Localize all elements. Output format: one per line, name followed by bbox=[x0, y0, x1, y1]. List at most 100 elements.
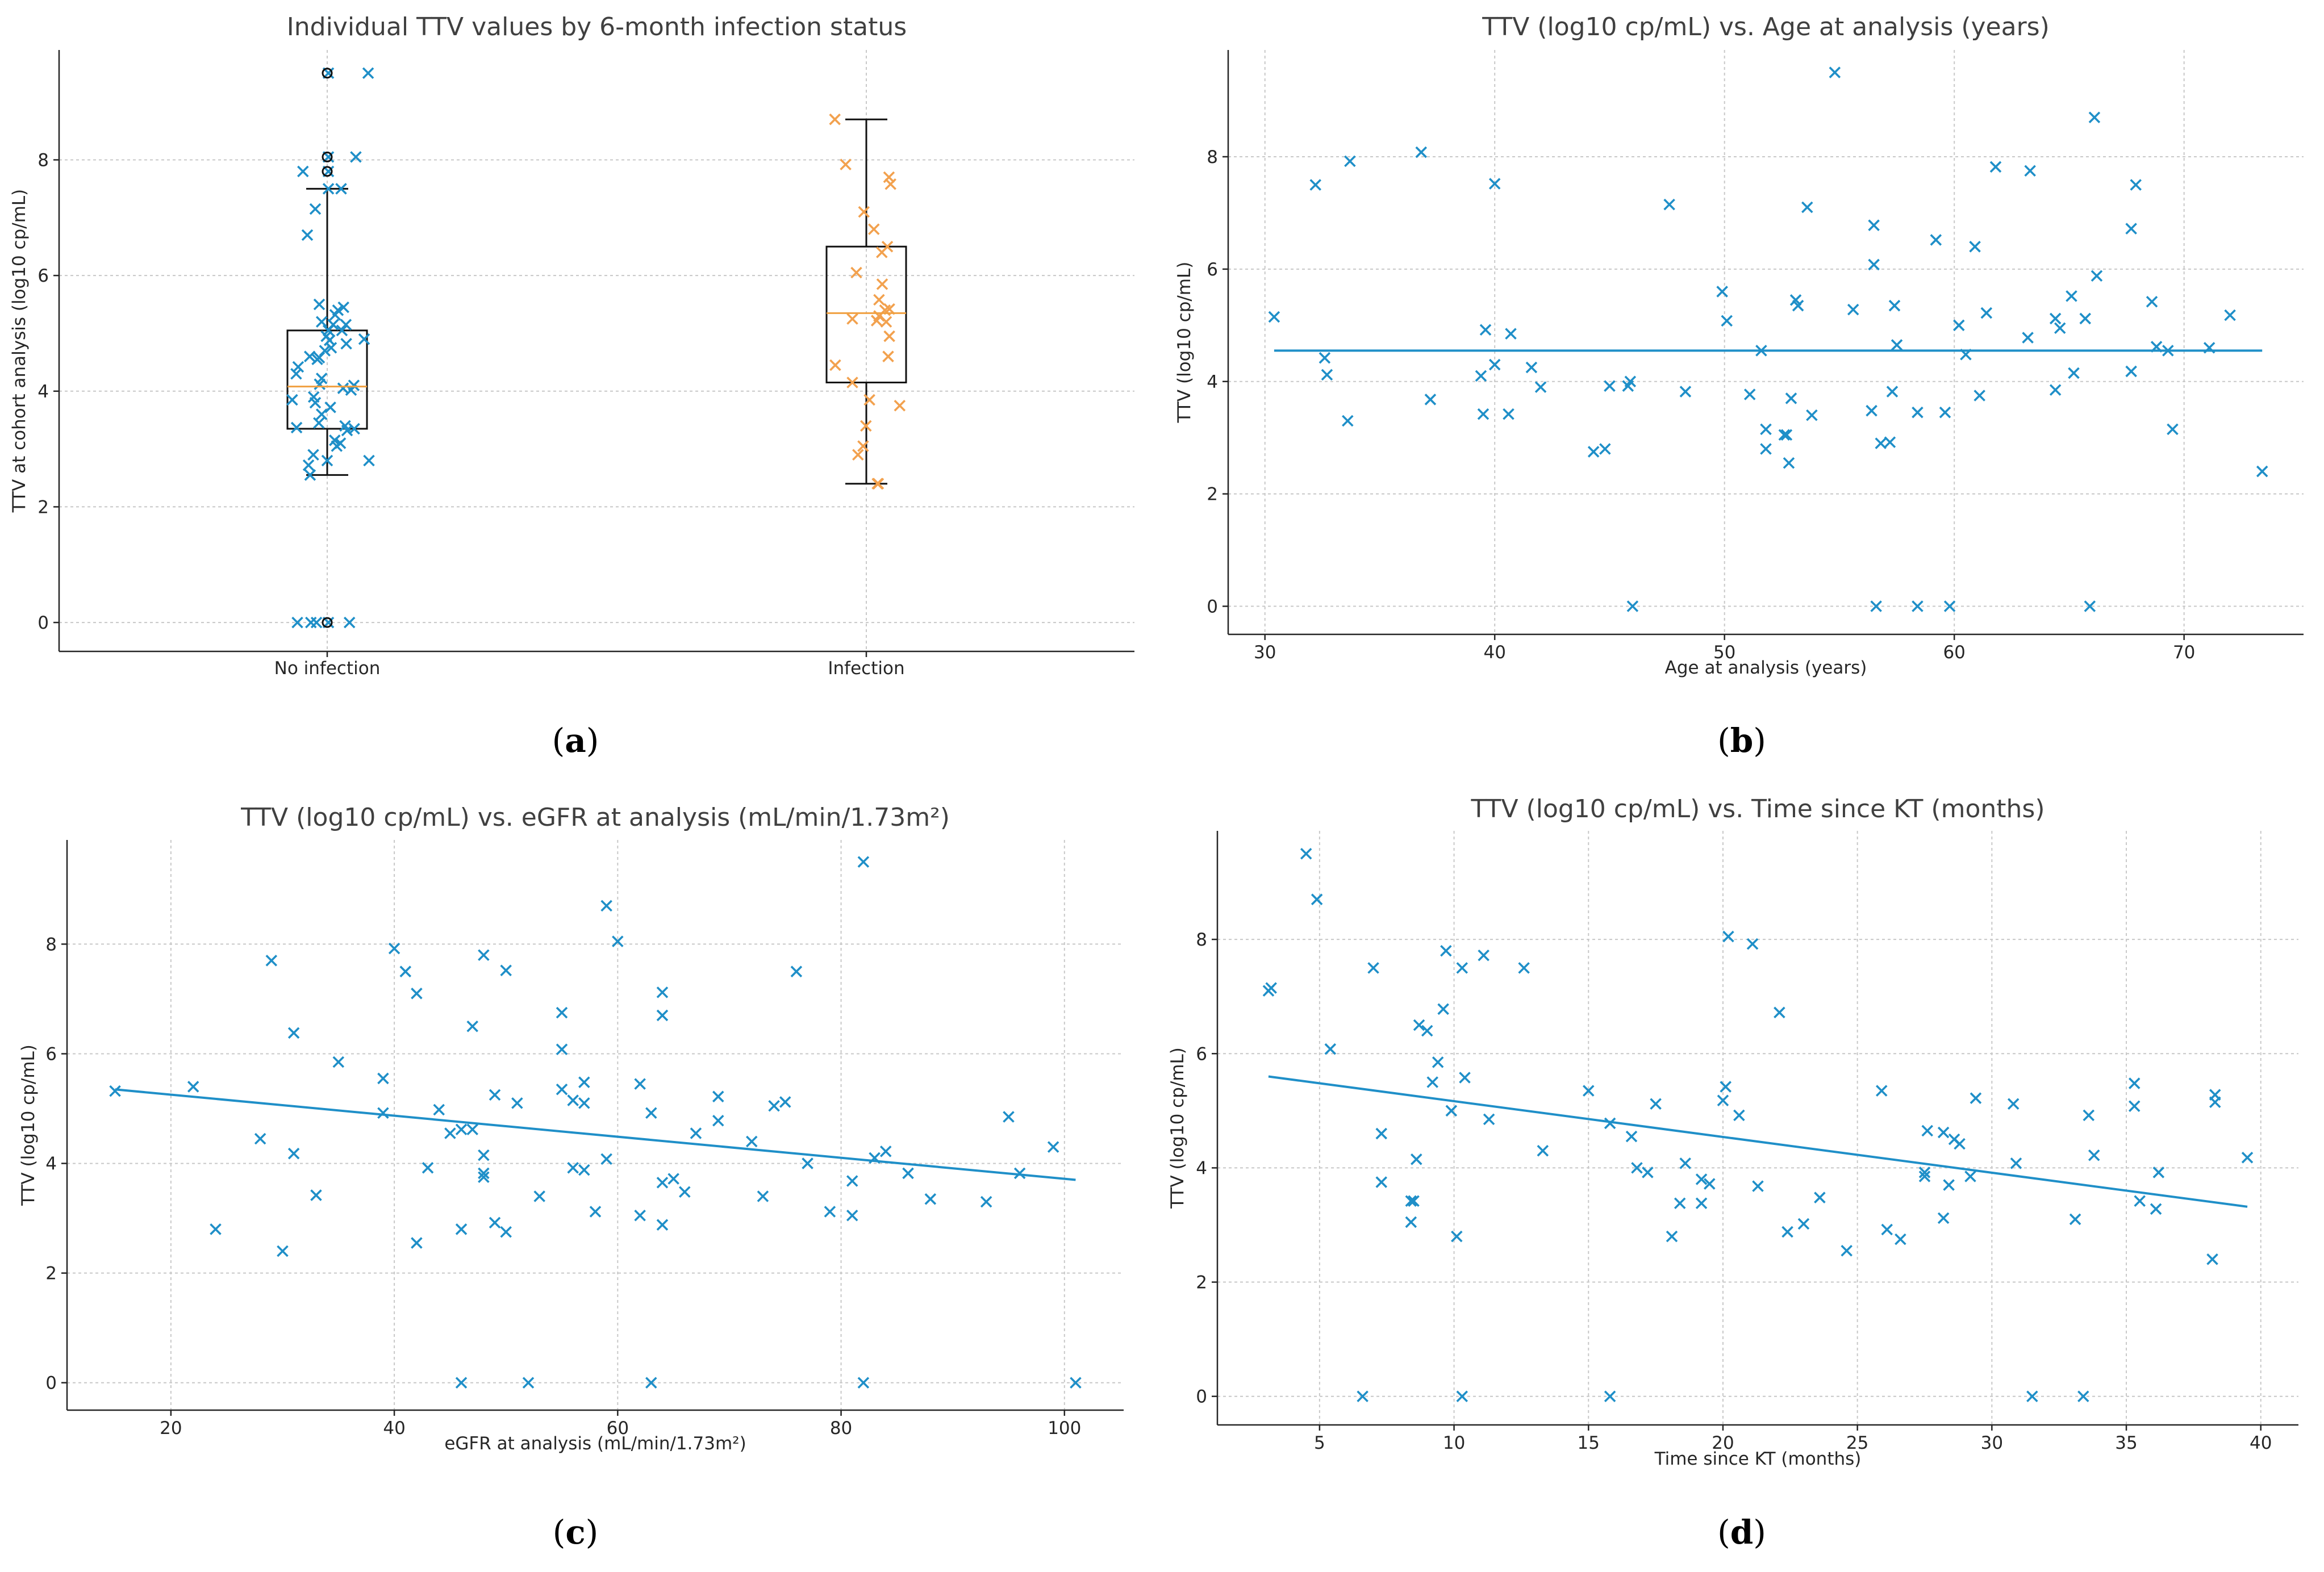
data-point bbox=[2206, 1253, 2218, 1265]
data-point bbox=[2079, 312, 2092, 325]
data-point bbox=[1451, 1230, 1463, 1243]
y-tick-label: 8 bbox=[37, 150, 49, 170]
data-point bbox=[712, 1090, 724, 1103]
data-point bbox=[879, 1145, 892, 1157]
y-tick-label: 2 bbox=[45, 1264, 57, 1284]
data-point bbox=[2224, 309, 2236, 321]
x-tick-label: 10 bbox=[1443, 1433, 1465, 1453]
y-axis-label: TTV (log10 cp/mL) bbox=[1174, 262, 1195, 424]
data-point bbox=[315, 316, 328, 328]
data-point bbox=[455, 1377, 468, 1389]
y-axis-label: TTV at cohort analysis (log10 cp/mL) bbox=[9, 189, 30, 513]
data-point bbox=[1319, 352, 1331, 364]
data-point bbox=[287, 1147, 300, 1160]
data-point bbox=[2084, 600, 2096, 612]
data-point bbox=[2026, 1390, 2038, 1402]
x-tick-label: 40 bbox=[2250, 1433, 2272, 1453]
box-outlier bbox=[322, 151, 333, 162]
y-tick-label: 6 bbox=[1196, 1044, 1207, 1064]
data-point bbox=[1875, 437, 1887, 449]
x-tick-label: 30 bbox=[1254, 642, 1276, 663]
data-point bbox=[757, 1190, 769, 1202]
y-tick-label: 0 bbox=[1196, 1387, 1207, 1407]
data-point bbox=[377, 1072, 389, 1085]
data-point bbox=[1047, 1141, 1059, 1153]
data-point bbox=[1534, 381, 1547, 393]
data-point bbox=[2146, 295, 2158, 308]
data-point bbox=[2049, 312, 2062, 325]
data-point bbox=[2054, 322, 2066, 335]
data-point bbox=[292, 361, 304, 373]
data-point bbox=[1943, 1179, 1955, 1191]
data-point bbox=[679, 1186, 691, 1198]
data-point bbox=[1478, 949, 1489, 961]
data-point bbox=[1477, 408, 1489, 420]
data-point bbox=[768, 1099, 780, 1112]
data-point bbox=[846, 1175, 858, 1187]
y-tick-label: 6 bbox=[37, 266, 49, 286]
data-point bbox=[1704, 1178, 1716, 1190]
chart-title: TTV (log10 cp/mL) vs. Age at analysis (y… bbox=[1482, 12, 2050, 41]
data-point bbox=[600, 900, 612, 912]
y-tick-label: 2 bbox=[1196, 1273, 1207, 1293]
data-point bbox=[1801, 201, 1813, 214]
data-point bbox=[2069, 1213, 2081, 1226]
data-point bbox=[1937, 1126, 1950, 1139]
data-point bbox=[1783, 457, 1795, 469]
box-outlier bbox=[322, 68, 333, 79]
data-point bbox=[1720, 1081, 1731, 1093]
data-point bbox=[1752, 1180, 1764, 1192]
data-point bbox=[301, 229, 314, 241]
data-point bbox=[1674, 1197, 1686, 1210]
panel-label-b: (b) bbox=[1717, 721, 1766, 760]
data-point bbox=[1624, 375, 1637, 388]
data-point bbox=[362, 67, 374, 80]
data-point bbox=[1930, 234, 1942, 246]
data-point bbox=[1733, 1109, 1745, 1122]
chart-scatter-time-since-kt: 0 2 4 6 8 5 10 15 20 25 30 35 40 TTV (log10 cp/mL) vs… bbox=[1167, 795, 2298, 1469]
data-point bbox=[656, 1219, 669, 1231]
data-point bbox=[411, 988, 423, 1000]
y-tick-label: 6 bbox=[1207, 260, 1218, 280]
data-point bbox=[522, 1377, 535, 1389]
data-point bbox=[478, 1167, 490, 1180]
x-axis-label: eGFR at analysis (mL/min/1.73m²) bbox=[444, 1433, 746, 1454]
data-point bbox=[1964, 1170, 1976, 1182]
data-point bbox=[1774, 1006, 1785, 1019]
data-point bbox=[829, 113, 841, 126]
data-point bbox=[1013, 1167, 1026, 1180]
chart-scatter-age: 0 2 4 6 8 30 40 50 60 70 TTV (log10 cp/mL) vs. Age… bbox=[1174, 12, 2304, 678]
data-point bbox=[254, 1132, 266, 1145]
data-point bbox=[556, 1006, 568, 1019]
data-point bbox=[2209, 1089, 2221, 1101]
data-point bbox=[840, 158, 852, 170]
data-point bbox=[634, 1078, 646, 1090]
data-point bbox=[779, 1096, 791, 1108]
x-axis-label: Age at analysis (years) bbox=[1665, 658, 1867, 678]
data-point bbox=[1518, 962, 1530, 974]
data-point bbox=[2167, 423, 2179, 436]
data-point bbox=[1265, 982, 1277, 994]
data-point bbox=[309, 203, 322, 215]
data-point bbox=[872, 478, 884, 490]
data-point bbox=[880, 316, 892, 328]
x-tick-label: 35 bbox=[2115, 1433, 2137, 1453]
data-point bbox=[924, 1193, 937, 1205]
data-point bbox=[286, 394, 298, 406]
x-tick-label: 25 bbox=[1846, 1433, 1868, 1453]
data-point bbox=[1488, 178, 1501, 190]
data-point bbox=[1943, 600, 1956, 612]
trend-line bbox=[115, 1088, 1076, 1181]
data-point bbox=[1503, 408, 1514, 420]
data-point bbox=[1989, 161, 2002, 173]
data-point bbox=[567, 1162, 579, 1174]
data-point bbox=[578, 1097, 590, 1109]
chart-box-infection-status: 0 2 4 6 8 No infection Infection Individual TTV… bbox=[9, 12, 1134, 679]
data-point bbox=[567, 1094, 579, 1106]
data-point bbox=[1604, 1117, 1616, 1130]
data-point bbox=[350, 151, 362, 163]
data-point bbox=[399, 965, 412, 977]
data-point bbox=[455, 1123, 468, 1135]
data-point bbox=[1426, 1076, 1438, 1088]
data-point bbox=[881, 240, 894, 253]
